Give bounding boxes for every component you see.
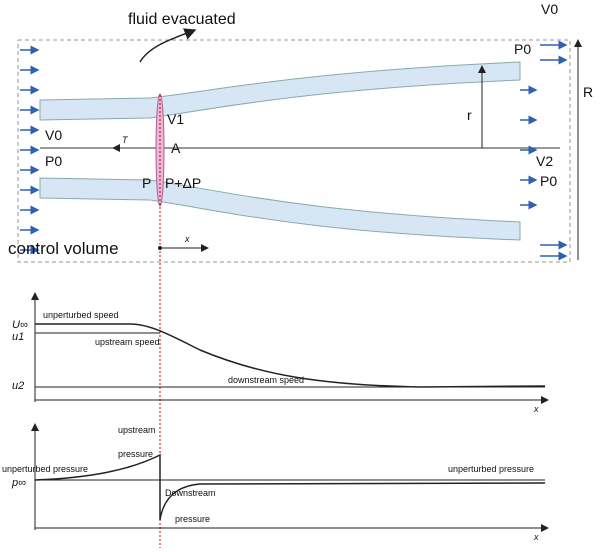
label: V2 <box>536 153 553 169</box>
label: x <box>533 532 539 542</box>
label: T <box>122 135 129 145</box>
label: V1 <box>167 111 184 127</box>
label: pressure <box>175 514 210 524</box>
label: A <box>171 140 181 156</box>
label: u2 <box>12 380 24 392</box>
shape <box>155 93 165 207</box>
label: pressure <box>118 449 153 459</box>
shape <box>20 40 568 261</box>
shape <box>35 323 546 388</box>
label: P <box>142 175 151 191</box>
label: P0 <box>514 41 531 57</box>
label: unperturbed speed <box>43 310 119 320</box>
label: downstream speed <box>228 375 304 385</box>
label: upstream <box>118 425 156 435</box>
shape <box>39 177 521 241</box>
label: R <box>583 84 593 100</box>
label: x <box>533 404 539 414</box>
label: u1 <box>12 331 24 343</box>
label: P+ΔP <box>165 175 201 191</box>
shape <box>39 61 521 121</box>
label: upstream speed <box>95 337 160 347</box>
shape <box>139 28 197 63</box>
label: U∞ <box>12 319 28 331</box>
label: control volume <box>8 239 119 258</box>
label: V0 <box>541 1 558 17</box>
label: P0 <box>45 153 62 169</box>
title: fluid evacuated <box>128 11 236 28</box>
shape <box>34 453 546 521</box>
shape <box>17 39 571 263</box>
shape <box>158 246 162 250</box>
label: Downstream <box>165 488 216 498</box>
label: V0 <box>45 127 62 143</box>
label: r <box>467 107 472 123</box>
label: P0 <box>540 173 557 189</box>
label: unperturbed pressure <box>448 464 534 474</box>
label: p∞ <box>11 477 26 489</box>
label: unperturbed pressure <box>2 464 88 474</box>
label: x <box>184 234 190 244</box>
